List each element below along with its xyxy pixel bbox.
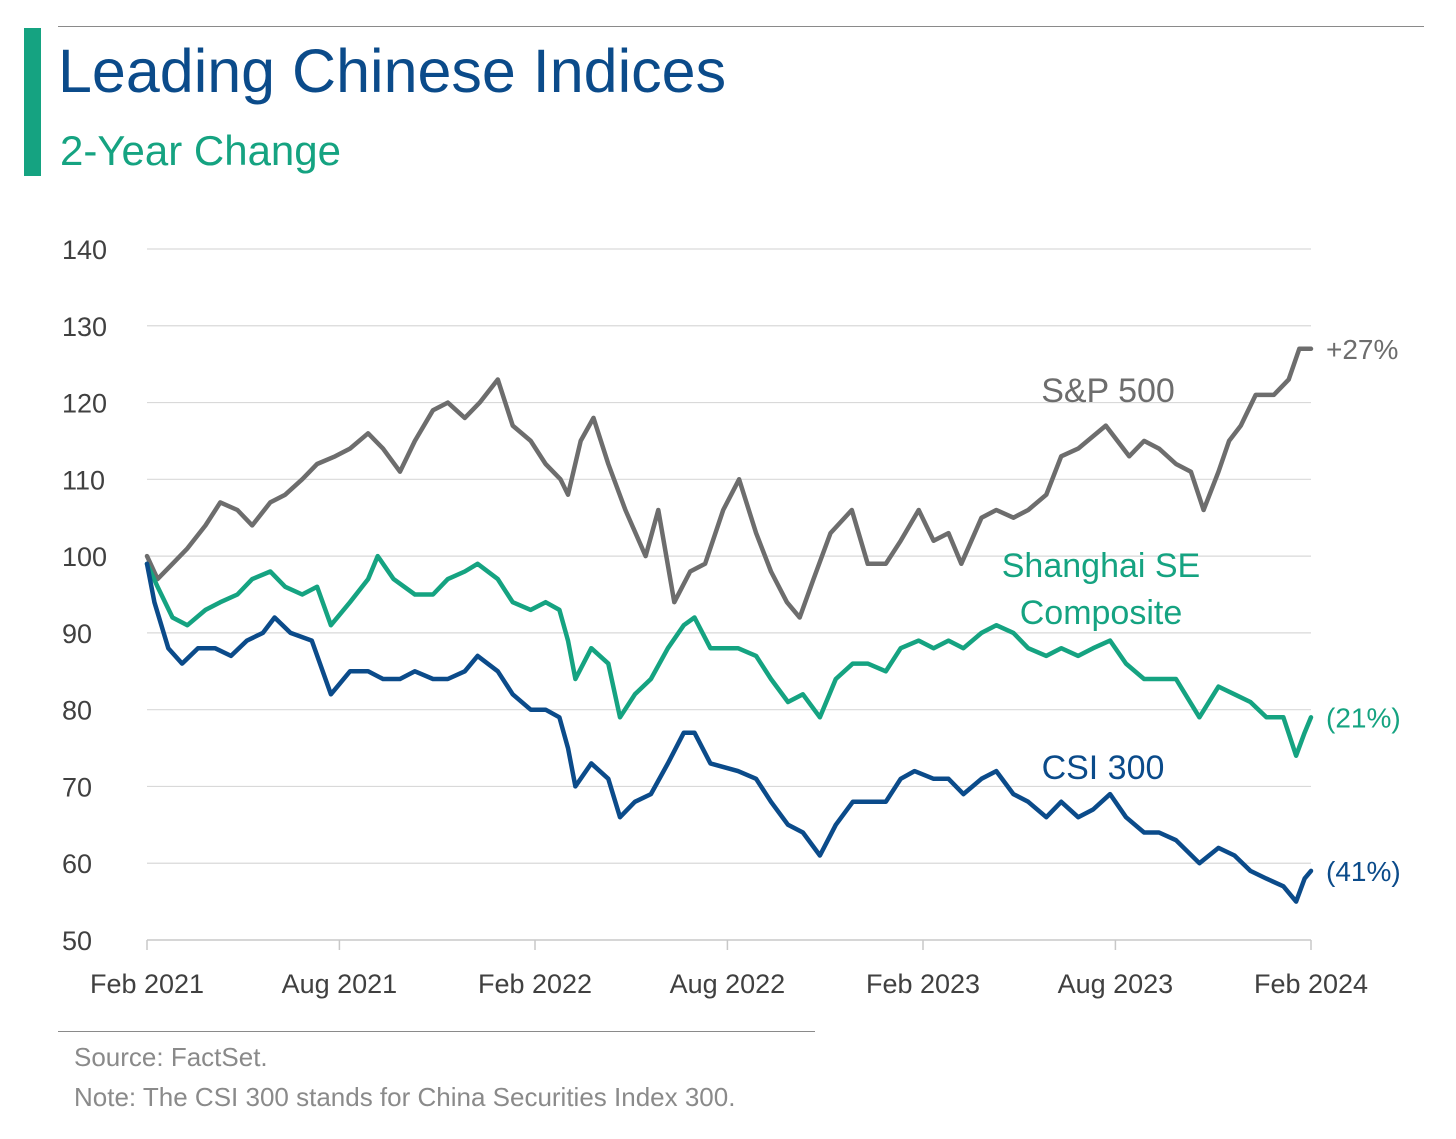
- y-tick-label-120: 120: [62, 389, 107, 419]
- x-tick-label: Aug 2022: [670, 969, 786, 999]
- end-label-csi-300: (41%): [1326, 856, 1401, 887]
- series-label-shanghai-se-composite: Composite: [1020, 594, 1183, 632]
- series-label-shanghai-se-composite: Shanghai SE: [1002, 547, 1201, 585]
- chart-subtitle: 2-Year Change: [60, 127, 341, 174]
- footer-divider: [58, 1031, 815, 1032]
- x-tick-label: Feb 2022: [478, 969, 592, 999]
- y-tick-label-90: 90: [62, 619, 92, 649]
- x-tick-label: Aug 2021: [282, 969, 398, 999]
- accent-bar: [24, 28, 41, 176]
- line-chart: Feb 2021 Aug 2021 Feb 2022 Aug 2022 Feb 2023…: [62, 235, 1401, 999]
- series-labels: S&P 500 +27% Shanghai SE Composite (21%) CSI …: [1002, 334, 1401, 887]
- series-label-s-p-500: S&P 500: [1041, 372, 1175, 410]
- series-line-s-p-500: [144, 346, 1314, 620]
- source-note: Source: FactSet.: [74, 1042, 268, 1072]
- top-divider: [58, 26, 1424, 27]
- y-tick-label-80: 80: [62, 696, 92, 726]
- series-line-shanghai-se-composite: [144, 553, 1314, 758]
- footnote: Note: The CSI 300 stands for China Secur…: [74, 1082, 736, 1112]
- gridlines: [147, 248, 1311, 864]
- y-tick-label-50: 50: [62, 926, 92, 956]
- series-label-csi-300: CSI 300: [1042, 749, 1165, 787]
- y-tick-label-110: 110: [62, 465, 105, 495]
- y-tick-label-60: 60: [62, 849, 92, 879]
- y-tick-label-140: 140: [62, 235, 107, 265]
- y-tick-label-100: 100: [62, 542, 107, 572]
- x-tick-label: Feb 2024: [1254, 969, 1368, 999]
- chart-title: Leading Chinese Indices: [58, 37, 727, 105]
- series-line-csi-300: [144, 561, 1314, 904]
- y-tick-label-130: 130: [62, 312, 107, 342]
- x-tick-label: Feb 2023: [866, 969, 980, 999]
- x-axis: Feb 2021 Aug 2021 Feb 2022 Aug 2022 Feb 2023…: [90, 939, 1368, 999]
- series-lines: [144, 346, 1314, 904]
- end-label-shanghai-se-composite: (21%): [1326, 702, 1401, 733]
- y-axis: 50 60 70 80 90 100 110 120 130 140: [62, 235, 107, 956]
- x-tick-label: Feb 2021: [90, 969, 204, 999]
- end-label-s-p-500: +27%: [1326, 334, 1398, 365]
- y-tick-label-70: 70: [62, 772, 92, 802]
- x-tick-label: Aug 2023: [1058, 969, 1174, 999]
